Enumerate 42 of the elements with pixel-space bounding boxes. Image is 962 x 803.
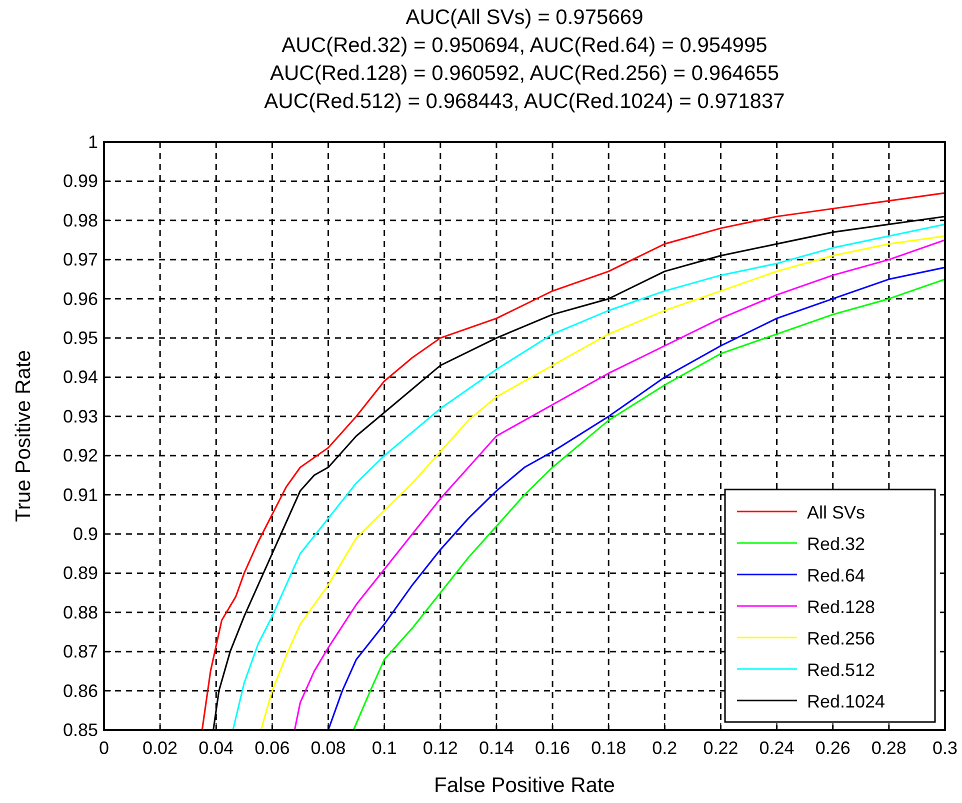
x-tick-label: 0.04 [198,738,234,758]
x-tick-label: 0.18 [591,738,626,758]
y-tick-label: 0.86 [62,680,98,701]
y-tick-label: 0.96 [62,288,98,309]
legend-label: Red.32 [807,534,866,554]
y-tick-label: 0.89 [62,563,98,584]
y-tick-label: 0.99 [62,171,98,192]
x-tick-label: 0.08 [310,738,346,758]
x-tick-label: 0.12 [422,738,458,758]
x-tick-label: 0.22 [703,738,738,758]
y-axis-title: True Positive Rate [12,350,35,522]
y-tick-label: 1 [88,132,98,152]
y-tick-label: 0.95 [62,328,98,348]
x-tick-label: 0.06 [254,738,290,758]
x-tick-label: 0.14 [478,738,514,758]
y-tick-label: 0.88 [62,602,98,622]
x-tick-label: 0.28 [871,738,906,758]
x-tick-label: 0.24 [759,738,794,758]
y-tick-label: 0.91 [62,484,98,505]
x-tick-label: 0.2 [652,738,678,758]
legend-label: Red.256 [807,628,876,648]
x-tick-label: 0.3 [932,738,958,758]
legend-label: Red.1024 [807,692,886,712]
x-tick-label: 0 [98,738,110,758]
y-tick-label: 0.97 [62,250,98,270]
x-axis-title: False Positive Rate [434,774,615,797]
y-tick-label: 0.93 [62,406,98,426]
x-tick-label: 0.02 [142,738,178,758]
y-tick-label: 0.98 [62,210,98,230]
legend-label: Red.64 [807,566,866,586]
y-tick-label: 0.94 [62,367,98,388]
y-tick-label: 0.87 [62,642,98,662]
legend-label: Red.512 [807,660,876,680]
legend-label: Red.128 [807,597,876,617]
y-tick-label: 0.85 [62,720,98,740]
x-tick-label: 0.16 [535,738,570,758]
y-tick-label: 0.92 [62,446,98,466]
x-tick-label: 0.26 [815,738,850,758]
chart-title: AUC(All SVs) = 0.975669 AUC(Red.32) = 0.950694, AUC(Red.64) = 0.954995 AUC(Red.128) = 0.960592, AUC(Red.256) = 0.964655 AUC(Red.512) = 0.968443, AUC(Red.1024) = 0.971837 [264,6,785,113]
y-tick-label: 0.9 [72,524,98,544]
x-tick-label: 0.1 [372,738,397,758]
legend-label: All SVs [807,502,866,522]
